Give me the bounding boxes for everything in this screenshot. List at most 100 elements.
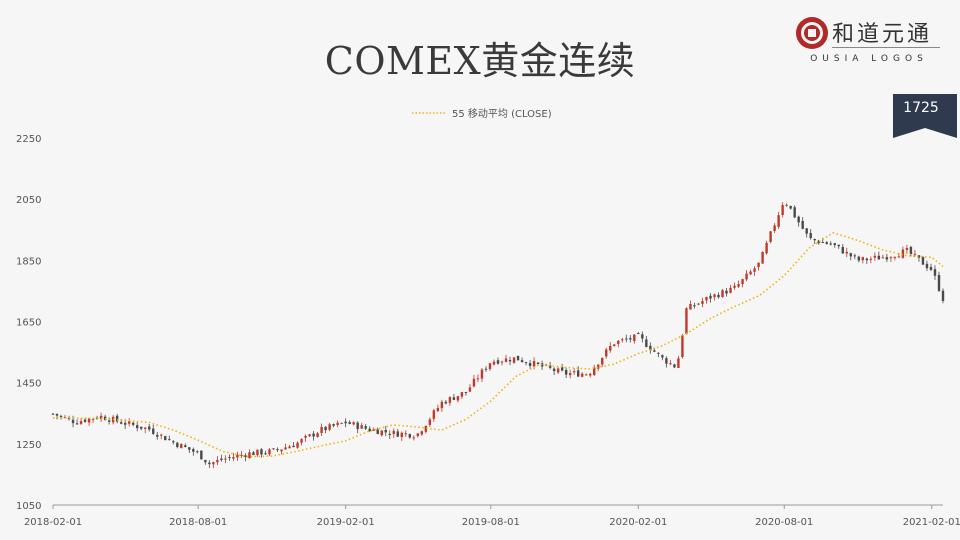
candle-body: [873, 255, 877, 258]
candle-body: [933, 269, 937, 276]
candle-body: [829, 243, 832, 245]
company-logo: 和道元通 OUSIA LOGOS: [792, 12, 948, 68]
candle-body: [264, 453, 267, 455]
candle-body: [180, 443, 183, 449]
candle-body: [316, 433, 319, 437]
candle-body: [91, 418, 95, 420]
candle-body: [809, 232, 812, 239]
candle-body: [701, 301, 704, 304]
candle-body: [841, 247, 844, 254]
candle-body: [115, 415, 119, 422]
candle-body: [837, 244, 840, 247]
candle-body: [528, 362, 532, 366]
candle-body: [713, 294, 716, 298]
candle-body: [745, 273, 748, 280]
candle-body: [296, 442, 299, 448]
candle-body: [204, 459, 207, 463]
candle-body: [131, 422, 135, 425]
candle-body: [609, 345, 612, 351]
candle-body: [589, 373, 592, 376]
candle-body: [51, 413, 55, 415]
candle-body: [657, 352, 660, 354]
candle-body: [556, 368, 560, 373]
candle-body: [757, 262, 760, 268]
candle-body: [83, 419, 87, 422]
candle-body: [224, 458, 227, 460]
candle-body: [71, 419, 75, 424]
candle-body: [244, 455, 247, 458]
candle-body: [168, 439, 171, 441]
candle-body: [308, 434, 311, 437]
candle-body: [152, 428, 155, 434]
candle-body: [516, 355, 520, 361]
candle-body: [785, 204, 788, 206]
x-tick-label: 2019-08-01: [462, 517, 520, 528]
candle-body: [725, 290, 728, 294]
candle-body: [929, 267, 933, 270]
candle-body: [192, 449, 195, 452]
candle-body: [176, 442, 179, 448]
candle-body: [119, 422, 123, 424]
candle-body: [340, 422, 343, 424]
candle-body: [220, 458, 223, 460]
candle-body: [749, 271, 752, 275]
candle-body: [737, 284, 740, 287]
candle-body: [408, 434, 412, 438]
candle-body: [593, 367, 596, 376]
candle-body: [236, 454, 239, 458]
candle-body: [332, 424, 335, 426]
candle-body: [208, 462, 211, 465]
candle-body: [633, 334, 636, 341]
candle-body: [697, 303, 700, 305]
x-tick-label: 2019-02-01: [317, 517, 375, 528]
candle-body: [801, 220, 804, 229]
candle-body: [240, 454, 243, 456]
candle-body: [661, 355, 664, 358]
candle-body: [228, 457, 231, 459]
candle-body: [580, 373, 584, 377]
candle-body: [781, 205, 784, 216]
candle-body: [520, 360, 524, 363]
logo-name: 和道元通: [832, 22, 933, 47]
candle-body: [689, 304, 692, 310]
candle-body: [721, 290, 724, 298]
candle-body: [817, 240, 820, 244]
candle-body: [925, 263, 929, 269]
candle-body: [59, 415, 63, 417]
candle-body: [853, 255, 857, 257]
candle-body: [356, 422, 359, 430]
candle-body: [476, 378, 480, 380]
candle-body: [560, 367, 564, 371]
candle-body: [821, 241, 824, 243]
candle-body: [292, 445, 295, 448]
candle-body: [444, 401, 448, 404]
candle-body: [416, 433, 420, 437]
candle-body: [601, 357, 604, 365]
candle-body: [260, 449, 263, 455]
x-tick-label: 2018-08-01: [169, 517, 227, 528]
y-tick-label: 1450: [16, 379, 41, 390]
candle-body: [488, 363, 492, 369]
ma-55-line: [52, 231, 944, 458]
candle-body: [144, 427, 147, 429]
candle-body: [272, 448, 275, 450]
badge-value: 1725: [903, 100, 939, 116]
y-tick-label: 1850: [16, 256, 41, 267]
candle-body: [288, 446, 291, 449]
candle-body: [717, 294, 720, 298]
y-tick-label: 2250: [16, 134, 41, 145]
candle-body: [761, 251, 764, 264]
candle-body: [300, 439, 303, 443]
candle-body: [773, 225, 776, 231]
candle-body: [685, 308, 688, 335]
candle-body: [729, 287, 732, 293]
candle-body: [508, 359, 512, 362]
candle-body: [464, 391, 468, 393]
candle-body: [641, 334, 644, 339]
candle-body: [348, 422, 351, 424]
coin-seal-icon: [796, 17, 828, 49]
candle-body: [400, 432, 403, 438]
candle-body: [472, 378, 476, 387]
candle-body: [552, 368, 556, 372]
candle-body: [869, 258, 873, 260]
